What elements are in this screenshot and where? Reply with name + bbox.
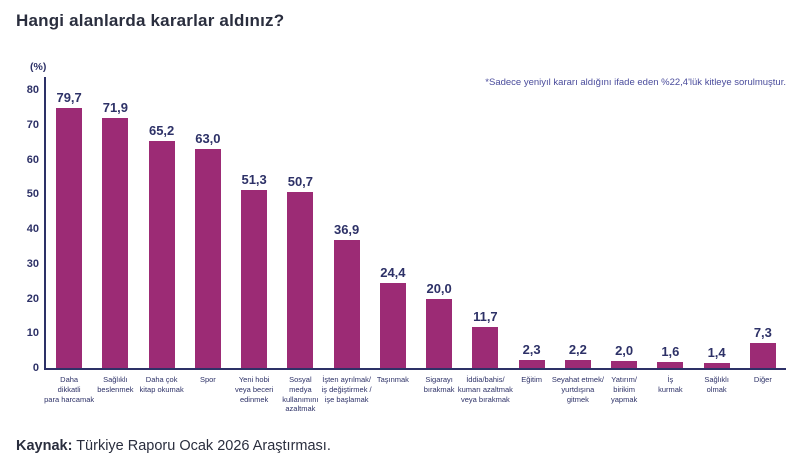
bar-value-label: 79,7 [56, 90, 82, 105]
y-tick-label: 20 [26, 292, 39, 305]
bar-column: 79,7 Daha dikkatli para harcamak [44, 90, 94, 404]
bar-value-label: 1,6 [661, 344, 680, 360]
category-label: Daha dikkatli para harcamak [44, 375, 95, 404]
bar [56, 108, 83, 368]
bar [611, 361, 638, 368]
bar-value-label: 24,4 [380, 265, 406, 281]
y-tick-label: 30 [26, 257, 39, 270]
bar-column: 36,9 İşten ayrılmak/ iş değiştirmek / işe… [322, 90, 372, 404]
bar-column: 51,3 Yeni hobi veya beceri edinmek [231, 90, 277, 404]
bar-column: 65,2 Daha çok kitap okumak [139, 90, 185, 393]
category-label: İşten ayrılmak/ iş değiştirmek / işe baş… [321, 375, 372, 404]
bar-value-label: 2,2 [568, 342, 587, 358]
y-axis-line [44, 77, 46, 370]
bar [102, 118, 129, 368]
y-tick-label: 10 [26, 327, 39, 340]
category-label: Sağlıklı olmak [704, 375, 729, 394]
y-tick-label: 80 [26, 84, 39, 96]
category-label: Sağlıklı beslenmek [97, 375, 134, 394]
bar-column: 2,3 Eğitim [509, 90, 555, 384]
source-label: Kaynak: [16, 438, 73, 454]
bar-value-label: 7,3 [753, 324, 772, 340]
bar [379, 283, 406, 368]
bar-column: 20,0 Sigarayı bırakmak [416, 90, 462, 394]
category-label: Seyahat etmek/ yurtdışına gitmek [551, 375, 604, 404]
bar-value-label: 11,7 [473, 309, 498, 325]
bar-value-label: 65,2 [148, 123, 175, 139]
bar-chart: 79,7 Daha dikkatli para harcamak 71,9 Sağlı… [44, 90, 786, 413]
bar [426, 298, 453, 368]
bar-value-label: 50,7 [287, 173, 314, 189]
bar-column: 50,7 Sosyal medya kullanımını azaltmak [277, 90, 323, 413]
category-label: Spor [199, 375, 216, 384]
y-axis-ticks: 0 10 20 30 40 50 60 70 80 [6, 84, 39, 374]
bar-column: 7,3 Diğer [740, 90, 786, 384]
bar-value-label: 63,0 [195, 131, 221, 147]
bar [749, 342, 776, 368]
category-label: Sigarayı bırakmak [423, 375, 455, 394]
bar [333, 239, 360, 368]
bar-column: 11,7 İddia/bahis/ kumarı azaltmak veya bı… [458, 90, 513, 403]
bar-column: 2,2 Seyahat etmek/ yurtdışına gitmek [552, 90, 604, 403]
y-axis-unit-label: (%) [30, 61, 47, 73]
y-tick-label: 40 [26, 223, 39, 235]
category-label: İddia/bahis/ kumarı azaltmak veya bırakm… [457, 375, 513, 404]
bar [148, 141, 175, 368]
bar-value-label: 51,3 [241, 171, 267, 187]
category-label: Yeni hobi veya beceri edinmek [234, 375, 274, 404]
bar-column: 63,0 Spor [185, 90, 231, 384]
category-label: Diğer [753, 375, 772, 384]
y-tick-label: 0 [32, 362, 39, 374]
category-label: Eğitim [521, 375, 543, 384]
y-tick-label: 50 [26, 188, 39, 201]
bar [241, 189, 268, 368]
category-label: Yatırım/ birikim yapmak [610, 375, 638, 404]
bar-column: 71,9 Sağlıklı beslenmek [92, 90, 138, 394]
bar [564, 360, 591, 368]
bar-value-label: 2,0 [615, 343, 634, 359]
bar [472, 327, 499, 368]
bar [518, 360, 545, 368]
bar [194, 149, 221, 368]
category-label: İş kurmak [658, 375, 683, 394]
y-tick-label: 60 [26, 153, 39, 166]
bar [287, 191, 314, 368]
bar-value-label: 1,4 [707, 345, 726, 361]
bar-value-label: 20,0 [426, 280, 452, 296]
source-text: Türkiye Raporu Ocak 2026 Araştırması. [72, 438, 331, 454]
bar-column: 2,0 Yatırım/ birikim yapmak [601, 90, 647, 403]
bar-column: 24,4 Taşınmak [370, 90, 416, 384]
bar-column: 1,4 Sağlıklı olmak [694, 90, 740, 394]
y-tick-label: 70 [26, 118, 39, 131]
bar-column: 1,6 İş kurmak [647, 90, 693, 394]
x-axis-line [44, 368, 786, 370]
chart-note: *Sadece yeniyıl kararı aldığını ifade ed… [485, 77, 786, 88]
bar [657, 362, 684, 368]
category-label: Taşınmak [376, 375, 409, 384]
bars-row: 79,7 Daha dikkatli para harcamak 71,9 Sağlı… [44, 90, 786, 413]
source-line: Kaynak: Türkiye Raporu Ocak 2026 Araştır… [16, 438, 331, 454]
category-label: Daha çok kitap okumak [139, 375, 184, 394]
bar-value-label: 71,9 [102, 100, 129, 116]
page-title: Hangi alanlarda kararlar aldınız? [16, 11, 285, 30]
category-label: Sosyal medya kullanımını azaltmak [282, 375, 319, 414]
bar-value-label: 2,3 [522, 342, 541, 358]
bar [703, 363, 730, 368]
bar-value-label: 36,9 [333, 221, 360, 237]
